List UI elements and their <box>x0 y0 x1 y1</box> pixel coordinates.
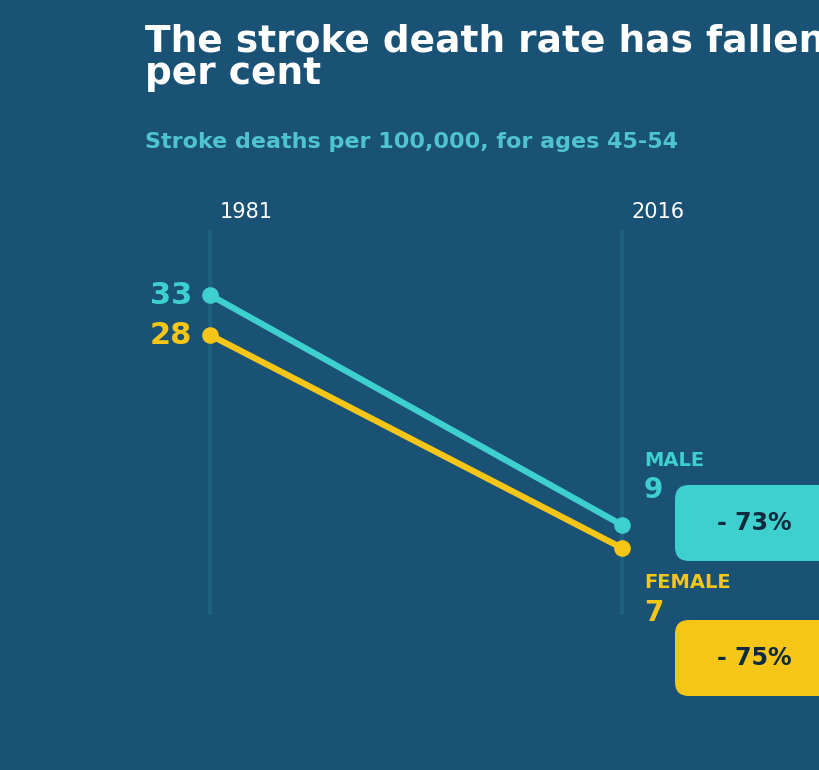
Text: FEMALE: FEMALE <box>643 574 730 592</box>
Point <box>615 542 628 554</box>
Text: Stroke deaths per 100,000, for ages 45-54: Stroke deaths per 100,000, for ages 45-5… <box>145 132 677 152</box>
Point <box>615 519 628 531</box>
Text: 1981: 1981 <box>219 202 273 222</box>
Text: 2016: 2016 <box>631 202 685 222</box>
Text: The stroke death rate has fallen 70: The stroke death rate has fallen 70 <box>145 24 819 60</box>
Text: - 75%: - 75% <box>716 646 790 670</box>
FancyBboxPatch shape <box>674 485 819 561</box>
Text: MALE: MALE <box>643 450 704 470</box>
Text: - 73%: - 73% <box>716 511 790 535</box>
Text: 33: 33 <box>150 280 192 310</box>
Point <box>203 289 216 301</box>
Point <box>203 329 216 341</box>
Text: 7: 7 <box>643 599 663 627</box>
Text: per cent: per cent <box>145 56 321 92</box>
FancyBboxPatch shape <box>674 620 819 696</box>
Text: 28: 28 <box>149 320 192 350</box>
Text: 9: 9 <box>643 476 663 504</box>
